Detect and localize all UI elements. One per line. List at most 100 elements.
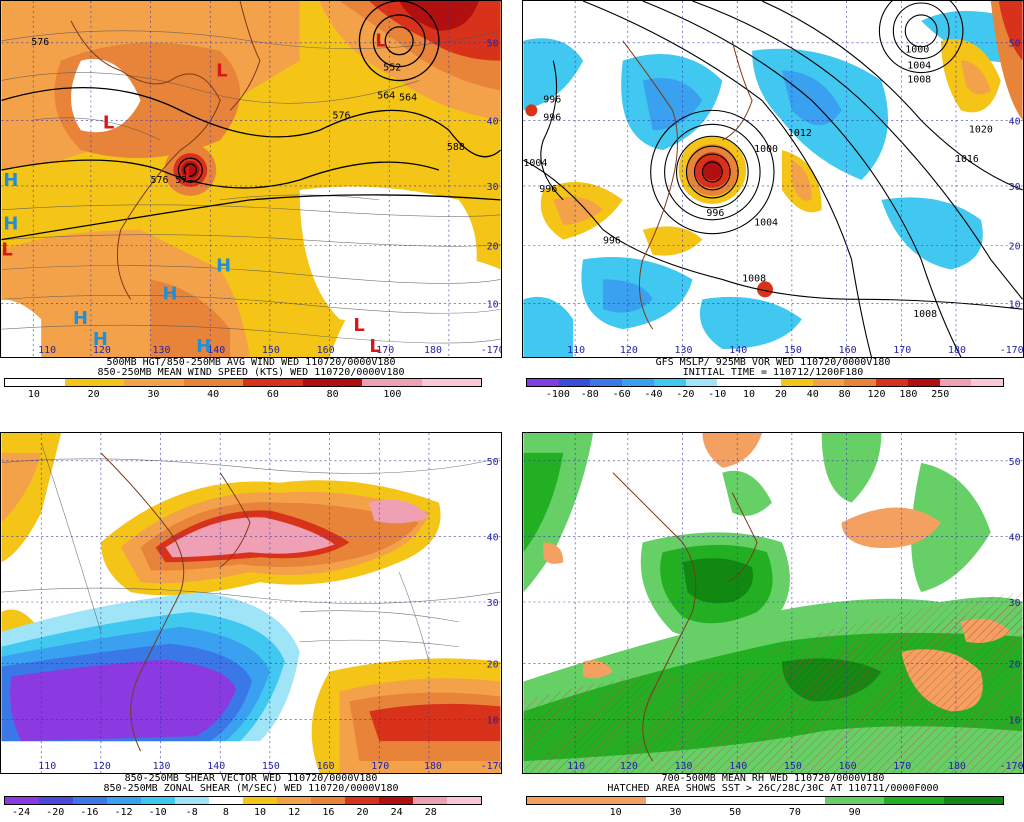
- colorbar-tick-label: -8: [185, 807, 198, 818]
- colorbar-swatch: [243, 797, 277, 804]
- high-pressure-symbol: H: [73, 308, 88, 329]
- colorbar-tick-label: -60: [612, 389, 631, 400]
- latitude-label: 20: [1009, 660, 1021, 671]
- longitude-label: 130: [675, 761, 693, 772]
- colorbar-swatch: [5, 797, 39, 804]
- longitude-label: 150: [262, 345, 280, 356]
- latitude-labels: 50 40 30 20 10: [487, 457, 499, 726]
- isobar-label: 1012: [788, 128, 812, 139]
- colorbar-tick-label: -12: [114, 807, 133, 818]
- longitude-label: 120: [620, 761, 638, 772]
- latitude-label: 50: [1009, 39, 1021, 50]
- longitude-label: 110: [567, 345, 585, 356]
- caption-line1: 850-250MB SHEAR VECTOR WED 110720/0000V1…: [124, 773, 378, 784]
- map-mslp-vorticity[interactable]: 110 120 130 140 150 160 170 180 -170 5040302010 …: [522, 0, 1024, 358]
- latitude-label: 50: [487, 39, 499, 50]
- colorbar-tick-label: 30: [147, 389, 160, 400]
- longitude-label: 130: [153, 345, 171, 356]
- latitude-label: 10: [487, 715, 499, 726]
- colorbar-swatch: [277, 797, 311, 804]
- high-pressure-symbol: H: [216, 255, 231, 276]
- caption-line1: 500MB HGT/850-250MB AVG WIND WED 110720/…: [106, 357, 396, 368]
- isobar-label: 996: [706, 208, 724, 219]
- colorbar-tick-label: 80: [838, 389, 851, 400]
- colorbar-swatch: [971, 379, 1004, 386]
- map-wind-shear[interactable]: 110 120 130 140 150 160 170 180 -170 50 40 30 20 10: [0, 432, 502, 774]
- isobar-label: 1000: [905, 45, 929, 56]
- colorbar-tick-label: 90: [848, 807, 861, 818]
- latitude-labels: 50 40 30 20 10: [1009, 457, 1021, 726]
- colorbar-tick-label: 16: [322, 807, 335, 818]
- isobar-label: 996: [543, 94, 561, 105]
- colorbar-swatch: [653, 379, 686, 386]
- high-pressure-symbol: H: [3, 214, 18, 235]
- latitude-label: 30: [1009, 598, 1021, 609]
- colorbar-swatch: [939, 379, 972, 386]
- colorbar-tick-label: -100: [545, 389, 570, 400]
- colorbar-tick-label: 24: [390, 807, 403, 818]
- colorbar-swatch: [705, 797, 765, 804]
- longitude-label: 110: [567, 761, 585, 772]
- colorbar: 10 30 50 70 90: [526, 796, 1004, 822]
- isobar-label: 1020: [969, 124, 993, 135]
- colorbar-tick-label: 28: [424, 807, 437, 818]
- latitude-label: 10: [1009, 715, 1021, 726]
- colorbar-tick-label: 120: [867, 389, 886, 400]
- colorbar-tick-label: 30: [669, 807, 682, 818]
- low-pressure-symbol: L: [353, 315, 364, 336]
- colorbar-tick-label: -20: [46, 807, 65, 818]
- caption-line1: 700-500MB MEAN RH WED 110720/0000V180: [661, 773, 885, 784]
- isobar-label: 1004: [754, 218, 778, 229]
- isobar-label: 1016: [955, 154, 979, 165]
- longitude-label: 180: [948, 345, 966, 356]
- colorbar-tick-label: 10: [254, 807, 267, 818]
- colorbar-swatch: [884, 797, 944, 804]
- latitude-label: 20: [1009, 242, 1021, 253]
- isobar-label: 996: [539, 184, 557, 195]
- colorbar-swatch: [780, 379, 813, 386]
- colorbar-swatch: [175, 797, 209, 804]
- colorbar-swatch: [311, 797, 345, 804]
- contour-label: 576: [333, 110, 351, 121]
- longitude-label: -170: [1000, 345, 1024, 356]
- high-pressure-symbol: H: [196, 336, 211, 357]
- colorbar-swatch: [685, 379, 718, 386]
- caption-line2: HATCHED AREA SHOWS SST > 26C/28C/30C AT …: [607, 783, 939, 794]
- latitude-label: 20: [487, 242, 499, 253]
- longitude-label: 160: [839, 761, 857, 772]
- low-pressure-symbol: L: [216, 61, 227, 82]
- isobar-label: 1000: [754, 144, 778, 155]
- longitude-label: -170: [481, 761, 502, 772]
- latitude-label: 50: [487, 457, 499, 468]
- latitude-label: 40: [1009, 116, 1021, 127]
- longitude-labels: 110 120 130 140 150 160 170 180 -170: [567, 345, 1024, 356]
- latitude-label: 40: [487, 532, 499, 543]
- colorbar-tick-label: 40: [806, 389, 819, 400]
- map-mean-rh-sst[interactable]: 110 120 130 140 150 160 170 180 -170 50 40 30 20 10: [522, 432, 1024, 774]
- latitude-label: 10: [1009, 299, 1021, 310]
- colorbar-tick-label: 10: [27, 389, 40, 400]
- contour-label: 564: [399, 92, 417, 103]
- colorbar-swatch: [943, 797, 1003, 804]
- latitude-label: 20: [487, 660, 499, 671]
- colorbar-tick-label: 180: [899, 389, 918, 400]
- colorbar-swatch: [824, 797, 884, 804]
- colorbar-tick-label: 20: [774, 389, 787, 400]
- longitude-label: 130: [675, 345, 693, 356]
- latitude-labels: 50 40 30 20 10: [487, 39, 499, 311]
- longitude-labels: 110 120 130 140 150 160 170 180 -170: [38, 345, 501, 356]
- colorbar-swatch: [812, 379, 845, 386]
- longitude-label: 130: [153, 761, 171, 772]
- colorbar-swatch: [39, 797, 73, 804]
- colorbar-swatch: [209, 797, 243, 804]
- colorbar-tick-label: 80: [326, 389, 339, 400]
- longitude-label: 140: [729, 345, 747, 356]
- longitude-label: 160: [317, 761, 335, 772]
- colorbar-tick-label: -20: [676, 389, 695, 400]
- longitude-label: 120: [620, 345, 638, 356]
- isobar-label: 1004: [907, 61, 931, 72]
- latitude-labels: 50 40 30 20 10: [1009, 39, 1021, 311]
- contour-label: 564: [377, 90, 395, 101]
- colorbar-tick-label: 10: [743, 389, 756, 400]
